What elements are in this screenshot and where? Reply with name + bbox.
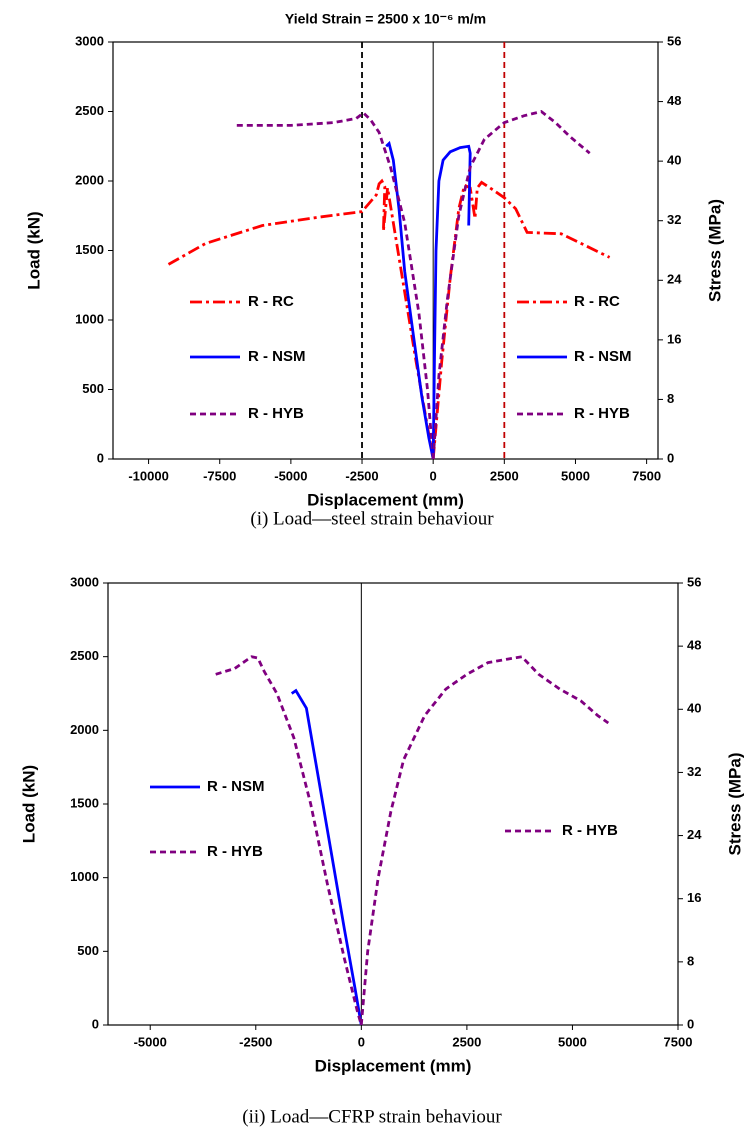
x-tick-label: 2500 xyxy=(452,1034,481,1049)
x-tick-label: 5000 xyxy=(558,1034,587,1049)
y2-tick-label: 32 xyxy=(667,212,681,227)
y2-tick-label: 0 xyxy=(687,1016,694,1031)
x-tick-label: 0 xyxy=(430,468,437,483)
y2-tick-label: 8 xyxy=(687,953,694,968)
y2-tick-label: 24 xyxy=(667,272,682,287)
y-tick-label: 3000 xyxy=(75,33,104,48)
y-tick-label: 2500 xyxy=(75,103,104,118)
y-tick-label: 2000 xyxy=(70,722,99,737)
x-axis-label: Displacement (mm) xyxy=(315,1056,472,1075)
series-line xyxy=(431,109,591,460)
x-tick-label: 2500 xyxy=(490,468,519,483)
y-axis-label: Load (kN) xyxy=(19,765,38,843)
legend-label: R - NSM xyxy=(248,348,306,365)
y2-tick-label: 32 xyxy=(687,764,701,779)
legend-label: R - HYB xyxy=(562,822,618,839)
x-tick-label: 5000 xyxy=(561,468,590,483)
y2-tick-label: 0 xyxy=(667,450,674,465)
x-axis-label: Displacement (mm) xyxy=(307,490,464,509)
series-line xyxy=(431,144,472,460)
y2-tick-label: 48 xyxy=(687,638,701,653)
y-tick-label: 1000 xyxy=(75,311,104,326)
x-tick-label: -2500 xyxy=(345,468,378,483)
y-tick-label: 0 xyxy=(92,1016,99,1031)
y2-tick-label: 16 xyxy=(687,890,701,905)
legend-label: R - RC xyxy=(248,293,294,310)
x-tick-label: -10000 xyxy=(128,468,168,483)
y2-tick-label: 16 xyxy=(667,331,681,346)
y2-axis-label: Stress (MPa) xyxy=(725,753,744,856)
y2-tick-label: 56 xyxy=(667,33,681,48)
x-tick-label: -7500 xyxy=(203,468,236,483)
x-tick-label: -5000 xyxy=(274,468,307,483)
legend-label: R - NSM xyxy=(574,348,632,365)
legend-label: R - HYB xyxy=(248,405,304,422)
legend-label: R - HYB xyxy=(574,405,630,422)
series-line xyxy=(431,180,611,460)
caption: (i) Load—steel strain behaviour xyxy=(250,508,494,529)
x-tick-label: 7500 xyxy=(664,1034,693,1049)
y2-axis-label: Stress (MPa) xyxy=(705,199,724,302)
series-line xyxy=(215,655,363,1026)
y2-tick-label: 8 xyxy=(667,391,674,406)
y2-tick-label: 56 xyxy=(687,574,701,589)
y2-tick-label: 40 xyxy=(667,153,681,168)
x-tick-label: 7500 xyxy=(632,468,661,483)
y-tick-label: 3000 xyxy=(70,574,99,589)
y-tick-label: 500 xyxy=(82,381,104,396)
x-tick-label: 0 xyxy=(358,1034,365,1049)
legend-label: R - HYB xyxy=(207,843,263,860)
y2-tick-label: 40 xyxy=(687,701,701,716)
y-axis-label: Load (kN) xyxy=(24,211,43,289)
series-line xyxy=(236,111,435,460)
chart-title: Yield Strain = 2500 x 10⁻⁶ m/m xyxy=(285,11,486,27)
y-tick-label: 1500 xyxy=(75,242,104,257)
y2-tick-label: 24 xyxy=(687,827,702,842)
y-tick-label: 2500 xyxy=(70,648,99,663)
y2-tick-label: 48 xyxy=(667,93,681,108)
legend-label: R - RC xyxy=(574,293,620,310)
caption: (ii) Load—CFRP strain behaviour xyxy=(242,1106,502,1127)
series-line xyxy=(385,140,435,460)
x-tick-label: -2500 xyxy=(239,1034,272,1049)
legend-label: R - NSM xyxy=(207,778,265,795)
y-tick-label: 1500 xyxy=(70,795,99,810)
y-tick-label: 1000 xyxy=(70,869,99,884)
series-line xyxy=(290,688,363,1026)
y-tick-label: 2000 xyxy=(75,172,104,187)
x-tick-label: -5000 xyxy=(134,1034,167,1049)
series-line xyxy=(359,655,610,1026)
y-tick-label: 0 xyxy=(97,450,104,465)
y-tick-label: 500 xyxy=(77,943,99,958)
